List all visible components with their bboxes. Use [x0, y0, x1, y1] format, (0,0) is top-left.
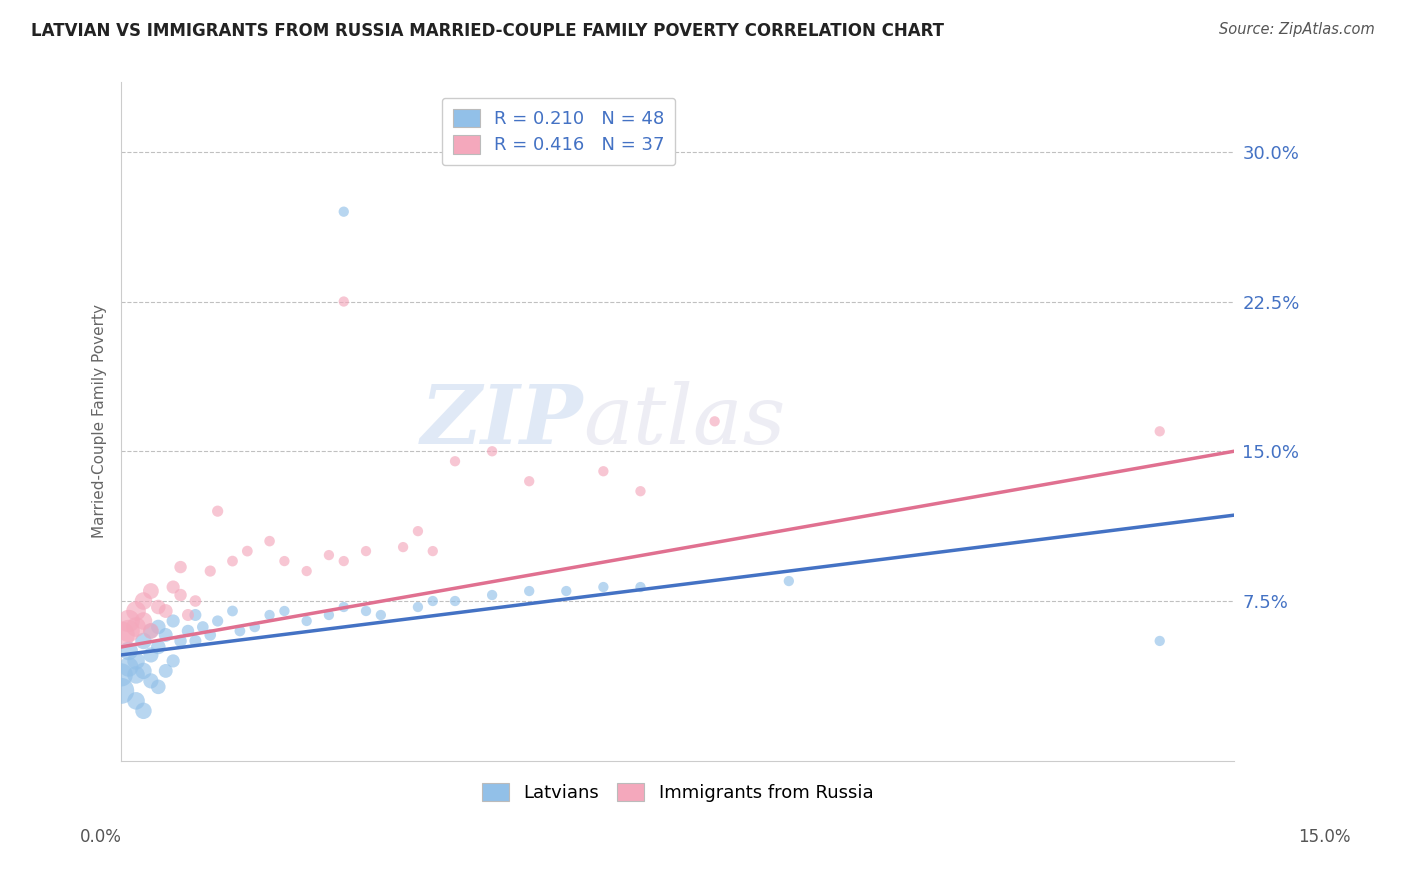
Point	[229, 624, 252, 638]
Point	[318, 607, 340, 622]
Point	[139, 624, 162, 638]
Point	[259, 607, 281, 622]
Point	[392, 540, 415, 554]
Point	[132, 594, 155, 608]
Point	[117, 624, 139, 638]
Point	[481, 444, 503, 458]
Point	[155, 664, 177, 678]
Point	[354, 604, 377, 618]
Text: atlas: atlas	[583, 381, 786, 461]
Point	[422, 544, 444, 558]
Point	[406, 524, 429, 538]
Point	[169, 588, 191, 602]
Text: 0.0%: 0.0%	[80, 828, 122, 846]
Point	[221, 554, 243, 568]
Point	[200, 564, 222, 578]
Point	[444, 594, 467, 608]
Point	[318, 548, 340, 562]
Point	[110, 628, 132, 642]
Point	[406, 600, 429, 615]
Point	[200, 628, 222, 642]
Point	[139, 584, 162, 599]
Text: Source: ZipAtlas.com: Source: ZipAtlas.com	[1219, 22, 1375, 37]
Point	[517, 584, 540, 599]
Point	[481, 588, 503, 602]
Point	[592, 464, 614, 478]
Point	[148, 640, 170, 654]
Point	[236, 544, 259, 558]
Point	[125, 668, 148, 682]
Point	[422, 594, 444, 608]
Point	[110, 684, 132, 698]
Point	[444, 454, 467, 468]
Point	[295, 564, 318, 578]
Point	[177, 624, 200, 638]
Point	[1149, 425, 1171, 439]
Point	[117, 614, 139, 628]
Point	[139, 624, 162, 638]
Point	[592, 580, 614, 594]
Point	[155, 604, 177, 618]
Point	[1149, 634, 1171, 648]
Point	[132, 704, 155, 718]
Point	[332, 204, 354, 219]
Point	[630, 484, 652, 499]
Text: LATVIAN VS IMMIGRANTS FROM RUSSIA MARRIED-COUPLE FAMILY POVERTY CORRELATION CHAR: LATVIAN VS IMMIGRANTS FROM RUSSIA MARRIE…	[31, 22, 943, 40]
Point	[332, 554, 354, 568]
Point	[148, 600, 170, 615]
Point	[148, 680, 170, 694]
Point	[177, 607, 200, 622]
Text: ZIP: ZIP	[420, 381, 583, 461]
Point	[207, 614, 229, 628]
Point	[184, 607, 207, 622]
Point	[125, 620, 148, 634]
Text: 15.0%: 15.0%	[1298, 828, 1351, 846]
Point	[191, 620, 214, 634]
Point	[155, 628, 177, 642]
Point	[125, 654, 148, 668]
Point	[132, 614, 155, 628]
Point	[630, 580, 652, 594]
Point	[139, 673, 162, 688]
Point	[184, 594, 207, 608]
Point	[243, 620, 266, 634]
Point	[259, 534, 281, 549]
Point	[110, 668, 132, 682]
Point	[184, 634, 207, 648]
Point	[132, 634, 155, 648]
Point	[125, 694, 148, 708]
Point	[354, 544, 377, 558]
Legend: Latvians, Immigrants from Russia: Latvians, Immigrants from Russia	[475, 776, 880, 809]
Point	[117, 660, 139, 674]
Point	[207, 504, 229, 518]
Point	[117, 644, 139, 658]
Point	[555, 584, 578, 599]
Point	[162, 614, 184, 628]
Point	[221, 604, 243, 618]
Point	[332, 294, 354, 309]
Point	[332, 600, 354, 615]
Point	[703, 414, 725, 428]
Point	[169, 560, 191, 574]
Point	[778, 574, 800, 588]
Point	[517, 474, 540, 488]
Point	[162, 580, 184, 594]
Point	[273, 604, 295, 618]
Point	[125, 604, 148, 618]
Point	[162, 654, 184, 668]
Point	[273, 554, 295, 568]
Point	[132, 664, 155, 678]
Point	[169, 634, 191, 648]
Point	[370, 607, 392, 622]
Point	[148, 620, 170, 634]
Point	[139, 648, 162, 662]
Point	[295, 614, 318, 628]
Y-axis label: Married-Couple Family Poverty: Married-Couple Family Poverty	[93, 304, 107, 539]
